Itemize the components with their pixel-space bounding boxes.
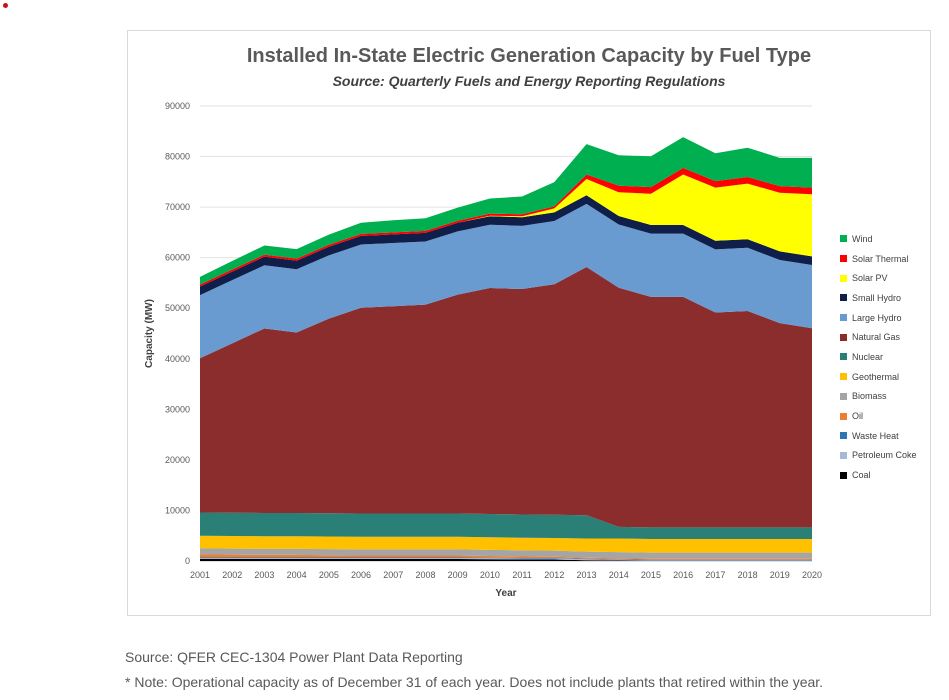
legend-swatch (840, 412, 847, 420)
y-tick-label: 20000 (165, 455, 190, 465)
area-coal (200, 558, 812, 561)
x-tick-label: 2019 (770, 570, 790, 580)
y-axis-label: Capacity (MW) (144, 299, 155, 368)
legend-item-wind: Wind (840, 229, 917, 249)
legend-item-oil: Oil (840, 406, 917, 426)
area-biomass (200, 548, 812, 559)
y-tick-label: 80000 (165, 152, 190, 162)
legend-label: Oil (852, 411, 863, 422)
legend-label: Geothermal (852, 371, 900, 382)
x-tick-label: 2018 (738, 570, 758, 580)
x-tick-label: 2014 (609, 570, 629, 580)
legend-item-large-hydro: Large Hydro (840, 308, 917, 328)
x-tick-label: 2016 (673, 570, 693, 580)
chart-frame: Installed In-State Electric Generation C… (127, 30, 931, 616)
x-tick-label: 2007 (383, 570, 403, 580)
area-series (200, 137, 812, 561)
x-tick-label: 2008 (415, 570, 435, 580)
y-tick-label: 50000 (165, 303, 190, 313)
legend-swatch (840, 451, 847, 459)
area-large-hydro (200, 203, 812, 359)
legend-swatch (840, 274, 847, 282)
x-tick-label: 2004 (287, 570, 307, 580)
x-tick-label: 2006 (351, 570, 371, 580)
x-tick-label: 2001 (190, 570, 210, 580)
legend-label: Small Hydro (852, 292, 902, 303)
footer-source: Source: QFER CEC-1304 Power Plant Data R… (125, 649, 463, 665)
legend-swatch (840, 314, 847, 322)
area-nuclear (200, 512, 812, 540)
legend-swatch (840, 333, 847, 341)
area-waste-heat (200, 557, 812, 561)
x-axis-label: Year (495, 588, 516, 599)
legend-label: Natural Gas (852, 332, 901, 343)
area-petroleum-coke (200, 557, 812, 561)
legend-item-solar-thermal: Solar Thermal (840, 249, 917, 269)
legend-item-waste-heat: Waste Heat (840, 426, 917, 446)
x-tick-label: 2009 (448, 570, 468, 580)
chart-subtitle: Source: Quarterly Fuels and Energy Repor… (332, 73, 726, 89)
x-tick-label: 2011 (512, 570, 531, 580)
x-tick-label: 2003 (254, 570, 274, 580)
y-tick-label: 60000 (165, 253, 190, 263)
area-solar-pv (200, 174, 812, 287)
legend-label: Solar PV (852, 273, 888, 284)
x-tick-label: 2015 (641, 570, 661, 580)
y-tick-label: 10000 (165, 505, 190, 515)
legend-item-geothermal: Geothermal (840, 367, 917, 387)
y-tick-label: 0 (185, 556, 190, 566)
x-tick-label: 2010 (480, 570, 500, 580)
y-axis-ticks: 0 10000 20000 30000 40000 50000 60000 70000 8000… (165, 101, 190, 566)
y-tick-label: 90000 (165, 101, 190, 111)
legend-item-coal: Coal (840, 465, 917, 485)
red-dot-marker (3, 3, 8, 8)
legend-item-biomass: Biomass (840, 387, 917, 407)
legend-label: Waste Heat (852, 430, 899, 441)
legend-swatch (840, 353, 847, 361)
legend-label: Wind (852, 233, 873, 244)
legend-label: Coal (852, 470, 871, 481)
area-solar-thermal (200, 167, 812, 287)
legend-swatch (840, 294, 847, 302)
legend: Wind Solar Thermal Solar PV Small Hydro Larg… (840, 229, 917, 485)
legend-swatch (840, 471, 847, 479)
x-tick-label: 2005 (319, 570, 339, 580)
x-tick-label: 2017 (705, 570, 725, 580)
legend-label: Nuclear (852, 351, 884, 362)
y-tick-label: 40000 (165, 354, 190, 364)
area-wind (200, 137, 812, 285)
legend-swatch (840, 373, 847, 381)
chart-title: Installed In-State Electric Generation C… (246, 45, 812, 67)
legend-label: Solar Thermal (852, 253, 909, 264)
legend-label: Biomass (852, 391, 887, 402)
x-axis-ticks: 2001 2002 2003 2004 2005 2006 2007 2008 2009 2010… (190, 570, 822, 580)
chart-plot: 0 10000 20000 30000 40000 50000 60000 70000 8000… (144, 101, 822, 599)
legend-label: Large Hydro (852, 312, 902, 323)
x-tick-label: 2012 (544, 570, 564, 580)
legend-label: Petroleum Coke (852, 450, 917, 461)
legend-swatch (840, 255, 847, 263)
legend-item-small-hydro: Small Hydro (840, 288, 917, 308)
footer-note: * Note: Operational capacity as of Decem… (125, 674, 824, 690)
legend-item-solar-pv: Solar PV (840, 268, 917, 288)
y-tick-label: 30000 (165, 404, 190, 414)
x-tick-label: 2013 (577, 570, 597, 580)
y-tick-label: 70000 (165, 202, 190, 212)
legend-item-petroleum-coke: Petroleum Coke (840, 446, 917, 466)
area-natural-gas (200, 267, 812, 528)
legend-swatch (840, 392, 847, 400)
x-tick-label: 2002 (222, 570, 242, 580)
legend-swatch (840, 432, 847, 440)
area-oil (200, 554, 812, 560)
x-tick-label: 2020 (802, 570, 822, 580)
legend-swatch (840, 235, 847, 243)
area-geothermal (200, 535, 812, 553)
legend-item-natural-gas: Natural Gas (840, 327, 917, 347)
legend-item-nuclear: Nuclear (840, 347, 917, 367)
